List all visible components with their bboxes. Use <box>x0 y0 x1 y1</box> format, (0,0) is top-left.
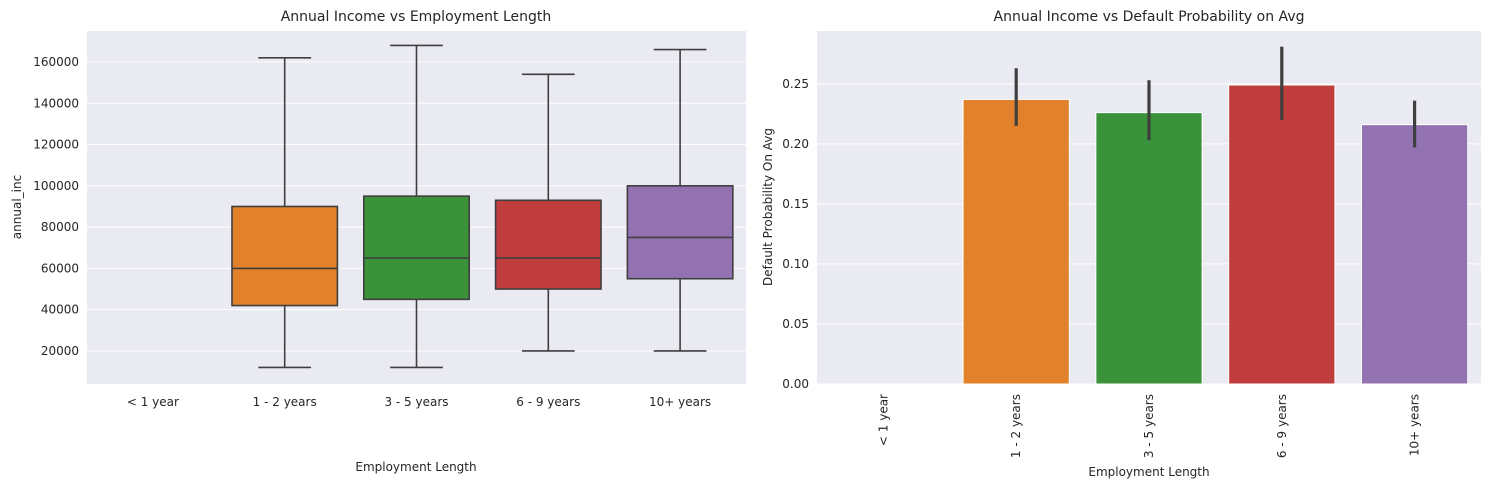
bar-x-axis-label: Employment Length <box>1088 465 1209 479</box>
x-tick-label: 3 - 5 years <box>384 395 448 409</box>
bar-chart: 0.00 0.05 0.10 0.15 0.20 0.25 < 1 year 1 - 2 y… <box>761 9 1481 479</box>
y-tick-label: 0.05 <box>782 317 809 331</box>
boxplot-x-tick-labels: < 1 year 1 - 2 years 3 - 5 years 6 - 9 year… <box>127 395 711 409</box>
y-tick-label: 0.20 <box>782 137 809 151</box>
boxplot-chart: 20000 40000 60000 80000 100000 120000 140000 16… <box>10 9 746 474</box>
box-iqr <box>231 205 339 307</box>
boxplot-title: Annual Income vs Employment Length <box>281 9 552 25</box>
box-iqr <box>362 195 471 301</box>
bar-x-tick-labels: < 1 year 1 - 2 years 3 - 5 years 6 - 9 year… <box>876 394 1421 458</box>
x-tick-label: 3 - 5 years <box>1142 394 1156 458</box>
y-tick-label: 60000 <box>41 261 79 275</box>
x-tick-label: 6 - 9 years <box>516 395 580 409</box>
y-tick-label: 140000 <box>33 96 79 110</box>
boxplot-y-tick-labels: 20000 40000 60000 80000 100000 120000 140000 16… <box>33 55 79 358</box>
x-tick-label: 1 - 2 years <box>253 395 317 409</box>
x-tick-label: 10+ years <box>649 395 711 409</box>
y-tick-label: 0.00 <box>782 377 809 391</box>
bar-1 <box>962 68 1070 385</box>
y-tick-label: 0.10 <box>782 257 809 271</box>
y-tick-label: 0.15 <box>782 197 809 211</box>
bar <box>1095 112 1203 385</box>
box-3 <box>494 73 602 352</box>
x-tick-label: < 1 year <box>127 395 179 409</box>
bar-y-axis-label: Default Probability On Avg <box>761 128 775 286</box>
y-tick-label: 20000 <box>41 344 79 358</box>
boxplot-y-axis-label: annual_inc <box>10 175 24 239</box>
y-tick-label: 0.25 <box>782 77 809 91</box>
x-tick-label: 6 - 9 years <box>1275 394 1289 458</box>
x-tick-label: 1 - 2 years <box>1009 394 1023 458</box>
box-iqr <box>494 199 602 290</box>
bar <box>1360 124 1469 385</box>
x-tick-label: 10+ years <box>1408 394 1422 456</box>
box-1 <box>231 57 339 369</box>
y-tick-label: 40000 <box>41 303 79 317</box>
y-tick-label: 100000 <box>33 179 79 193</box>
boxplot-x-axis-label: Employment Length <box>355 460 476 474</box>
bar-title: Annual Income vs Default Probability on … <box>994 9 1305 25</box>
y-tick-label: 80000 <box>41 220 79 234</box>
bar-y-tick-labels: 0.00 0.05 0.10 0.15 0.20 0.25 <box>782 77 809 391</box>
box-iqr <box>626 185 734 280</box>
bar <box>962 98 1070 385</box>
bar-3 <box>1228 46 1336 385</box>
bar-2 <box>1095 80 1203 385</box>
bar <box>1228 84 1336 385</box>
box-2 <box>362 44 471 369</box>
bar-4 <box>1360 100 1469 385</box>
boxplot-marks <box>231 44 734 369</box>
y-tick-label: 120000 <box>33 138 79 152</box>
box-4 <box>626 48 734 352</box>
y-tick-label: 160000 <box>33 55 79 69</box>
bar-marks <box>962 46 1469 385</box>
x-tick-label: < 1 year <box>876 394 890 446</box>
